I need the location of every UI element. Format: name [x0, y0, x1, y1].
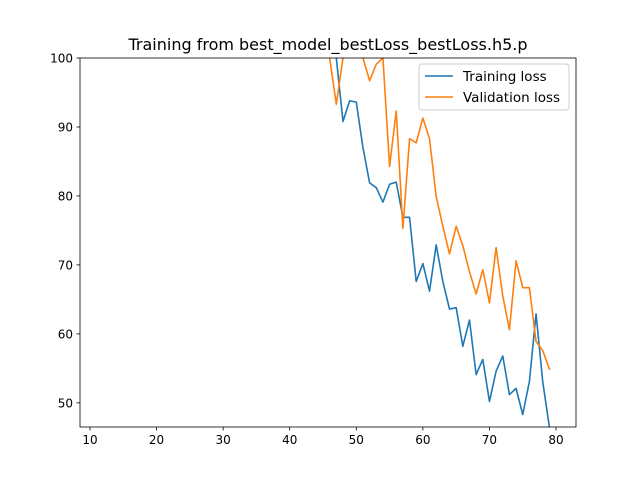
legend-box: [418, 63, 570, 111]
y-tick-label: 70: [58, 258, 73, 272]
axes-layer: 10 20 30 40 50 60 70 80 50 60 70 80 90 100: [50, 52, 577, 447]
series-line-2: [328, 58, 551, 371]
y-tick-label: 60: [58, 327, 73, 341]
legend-label: Training loss: [462, 69, 547, 85]
x-tick-label: 10: [82, 433, 97, 447]
plot-frame: [79, 57, 577, 428]
x-tick-label: 80: [548, 433, 563, 447]
series-line-1: [335, 58, 551, 427]
chart-title: Training from best_model_bestLoss_bestLo…: [127, 35, 527, 55]
y-tick-label: 50: [58, 396, 73, 410]
y-tick-label: 90: [58, 120, 73, 134]
x-tick-label: 40: [282, 433, 297, 447]
x-tick-label: 70: [482, 433, 497, 447]
series-layer: [328, 58, 551, 427]
y-tick-label: 100: [50, 52, 73, 66]
legend-label: Validation loss: [463, 90, 560, 106]
x-tick-label: 60: [415, 433, 430, 447]
y-tick-label: 80: [58, 189, 73, 203]
x-tick-label: 50: [349, 433, 364, 447]
x-tick-label: 20: [149, 433, 164, 447]
legend: Training loss Validation loss: [418, 63, 570, 111]
x-tick-label: 30: [216, 433, 231, 447]
